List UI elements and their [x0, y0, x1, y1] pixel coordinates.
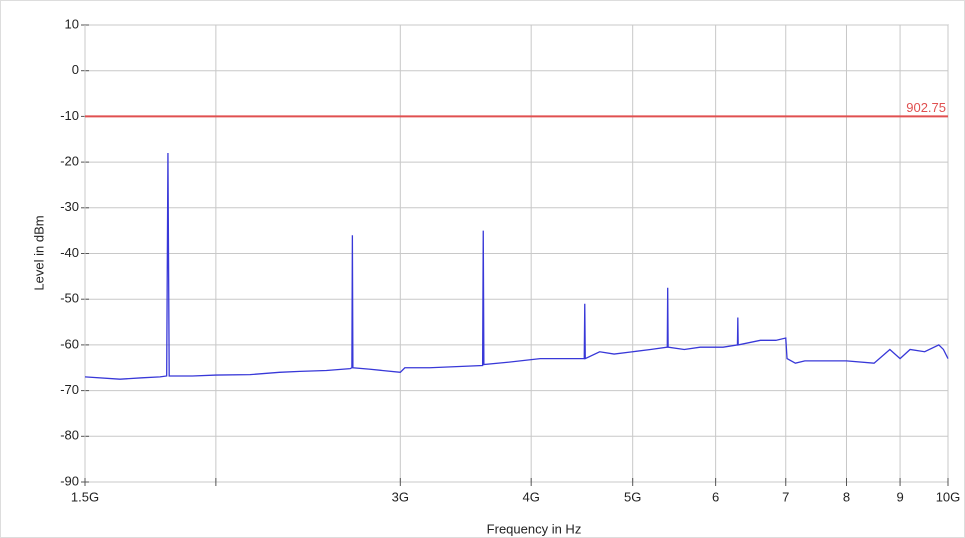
y-tick-label: -80 — [60, 428, 79, 443]
y-tick-label: -90 — [60, 473, 79, 488]
x-tick-label: 4G — [523, 489, 540, 504]
x-tick-label: 10G — [936, 489, 961, 504]
x-tick-label: 8 — [843, 489, 850, 504]
y-axis-label: Level in dBm — [31, 215, 46, 290]
y-tick-label: -30 — [60, 199, 79, 214]
x-tick-label: 7 — [782, 489, 789, 504]
data-line — [84, 152, 949, 380]
x-tick-label: 3G — [392, 489, 409, 504]
y-tick-label: -60 — [60, 336, 79, 351]
y-tick-label: -10 — [60, 108, 79, 123]
y-tick-label: 0 — [72, 62, 79, 77]
y-tick-label: -70 — [60, 382, 79, 397]
x-tick-label: 6 — [712, 489, 719, 504]
y-tick-label: -40 — [60, 245, 79, 260]
y-tick-label: -50 — [60, 291, 79, 306]
y-tick-label: -20 — [60, 154, 79, 169]
x-tick-label: 5G — [624, 489, 641, 504]
x-axis-label: Frequency in Hz — [487, 521, 582, 536]
limit-label: 902.75 — [906, 100, 946, 115]
x-tick-label: 9 — [896, 489, 903, 504]
y-tick-label: 10 — [65, 16, 79, 31]
x-tick-label: 1.5G — [71, 489, 99, 504]
